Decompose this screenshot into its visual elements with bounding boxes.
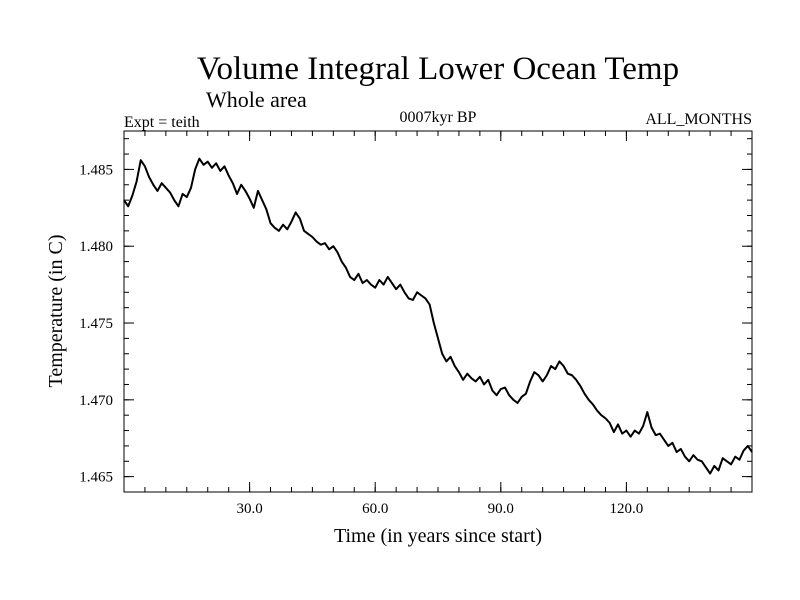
- x-axis-label: Time (in years since start): [334, 525, 542, 547]
- plot-frame: [123, 130, 753, 493]
- chart-subtitle: Whole area: [206, 87, 307, 112]
- series-layer: [123, 157, 753, 475]
- y-tick-labels: 1.465 1.470 1.475 1.480 1.485: [79, 162, 113, 485]
- x-tick-label: 60.0: [362, 501, 388, 517]
- axis-ticks: [124, 131, 752, 493]
- chart-title: Volume Integral Lower Ocean Temp: [197, 51, 679, 87]
- period-label: 0007kyr BP: [400, 109, 477, 126]
- y-axis-label: Temperature (in C): [45, 235, 67, 388]
- x-tick-label: 30.0: [236, 501, 262, 517]
- series-line: [123, 157, 753, 475]
- y-tick-label: 1.480: [79, 239, 113, 255]
- months-label: ALL_MONTHS: [645, 111, 752, 128]
- x-tick-label: 120.0: [610, 501, 644, 517]
- y-tick-label: 1.485: [79, 162, 113, 178]
- x-tick-labels: 30.0 60.0 90.0 120.0: [236, 501, 643, 517]
- experiment-label: Expt = teith: [124, 114, 200, 131]
- y-tick-label: 1.465: [79, 470, 113, 486]
- x-tick-label: 90.0: [488, 501, 514, 517]
- y-tick-label: 1.470: [79, 393, 113, 409]
- y-tick-label: 1.475: [79, 316, 113, 332]
